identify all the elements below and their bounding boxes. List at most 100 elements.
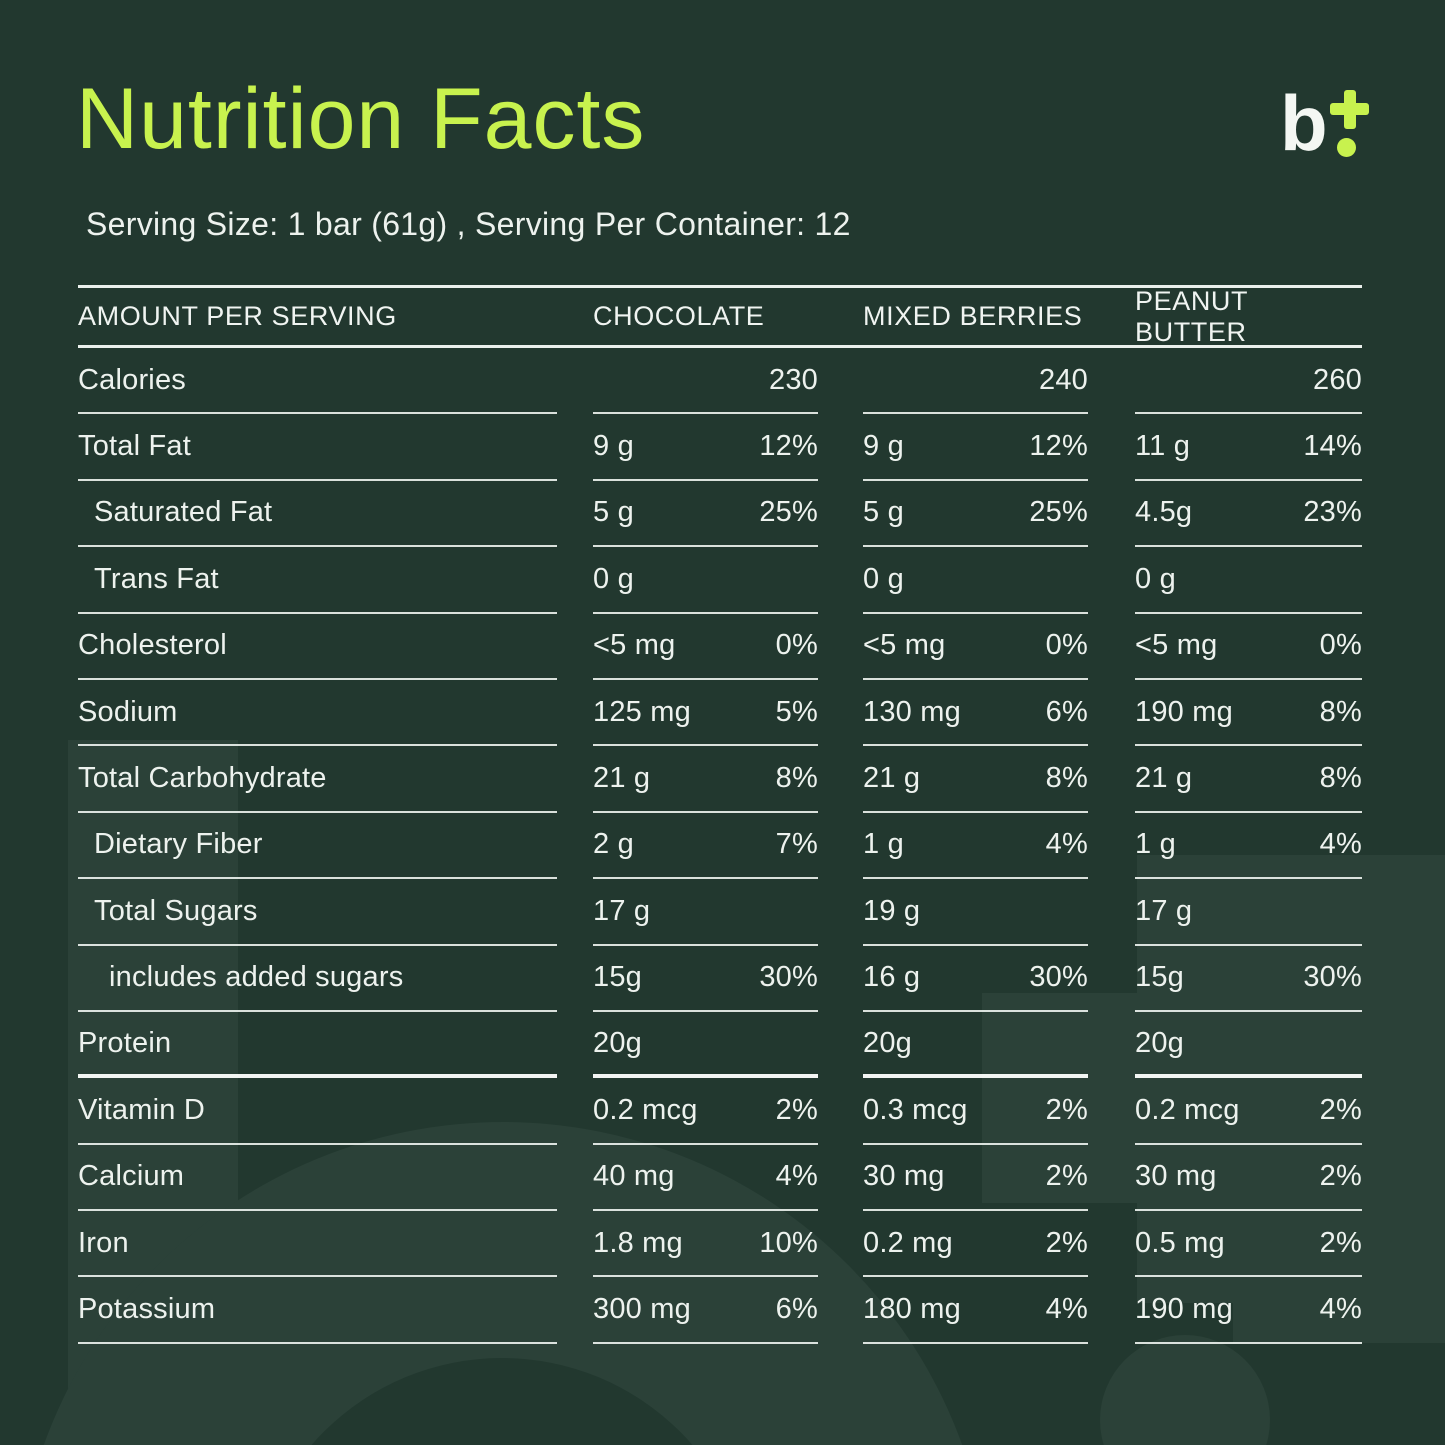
table-body: Calories 230 240 260 Total Fat 9 g 12 [78, 348, 1362, 1344]
row-label: Dietary Fiber [94, 828, 263, 861]
column-gap [818, 614, 863, 680]
amount-value: 190 mg [1135, 695, 1233, 728]
daily-value-percent: 25% [1029, 496, 1088, 529]
amount-value: <5 mg [1135, 629, 1218, 662]
daily-value-percent: 30% [1029, 961, 1088, 994]
watermark-dot-shape [1100, 1335, 1270, 1445]
nutrition-table: AMOUNT PER SERVING CHOCOLATE MIXED BERRI… [78, 285, 1362, 1344]
column-gap [1088, 1145, 1135, 1211]
mixed-berries-value-cell: 180 mg 4% [863, 1277, 1088, 1344]
daily-value-percent: 4% [775, 1160, 818, 1193]
peanut-butter-value-cell: 20g [1135, 1012, 1362, 1079]
column-gap [557, 680, 593, 746]
amount-value: 190 mg [1135, 1293, 1233, 1326]
chocolate-value-cell: 0.2 mcg 2% [593, 1078, 818, 1145]
column-gap [818, 1145, 863, 1211]
daily-value-percent: 2% [1319, 1226, 1362, 1259]
peanut-butter-value-cell: 4.5g 23% [1135, 481, 1362, 548]
mixed-berries-value-cell: 0.2 mg 2% [863, 1211, 1088, 1278]
brand-dot-icon [1337, 138, 1356, 157]
mixed-berries-value-cell: <5 mg 0% [863, 614, 1088, 680]
column-gap [1088, 746, 1135, 812]
daily-value-percent: 2% [775, 1093, 818, 1126]
row-label-cell: Calcium [78, 1145, 557, 1212]
column-gap [1088, 1211, 1135, 1277]
amount-value: 0.2 mcg [1135, 1093, 1240, 1126]
column-gap [818, 746, 863, 812]
daily-value-percent: 240 [1039, 363, 1088, 396]
chocolate-value-cell: 15g 30% [593, 946, 818, 1012]
table-row: Saturated Fat 5 g 25% 5 g 25% 4.5g 23% [78, 481, 1362, 548]
row-label: Calcium [78, 1160, 185, 1193]
daily-value-percent: 4% [1045, 1293, 1088, 1326]
amount-value: 9 g [593, 430, 634, 463]
daily-value-percent: 8% [1045, 762, 1088, 795]
column-gap [1088, 614, 1135, 680]
chocolate-value-cell: 1.8 mg 10% [593, 1211, 818, 1278]
table-row: Vitamin D 0.2 mcg 2% 0.3 mcg 2% 0.2 mcg … [78, 1078, 1362, 1145]
column-gap [557, 946, 593, 1012]
amount-value: 19 g [863, 894, 921, 927]
row-label-cell: Cholesterol [78, 614, 557, 680]
row-label: Total Fat [78, 430, 192, 463]
row-label-cell: Total Fat [78, 414, 557, 481]
row-label: Saturated Fat [94, 496, 273, 529]
daily-value-percent: 2% [1045, 1160, 1088, 1193]
peanut-butter-value-cell: 17 g [1135, 879, 1362, 946]
column-header-amount-per-serving: AMOUNT PER SERVING [78, 301, 397, 331]
column-gap [818, 813, 863, 879]
amount-value: 30 mg [863, 1160, 945, 1193]
peanut-butter-value-cell: 30 mg 2% [1135, 1145, 1362, 1212]
mixed-berries-value-cell: 9 g 12% [863, 414, 1088, 481]
amount-value: 5 g [593, 496, 634, 529]
amount-value: 180 mg [863, 1293, 961, 1326]
daily-value-percent: 2% [1319, 1160, 1362, 1193]
peanut-butter-value-cell: 260 [1135, 348, 1362, 415]
column-gap [1088, 1277, 1135, 1343]
row-label-cell: Vitamin D [78, 1078, 557, 1145]
daily-value-percent: 30% [759, 961, 818, 994]
chocolate-value-cell: 0 g [593, 547, 818, 614]
column-header-mixed-berries: MIXED BERRIES [863, 301, 1083, 331]
row-label-cell: Calories [78, 348, 557, 415]
peanut-butter-value-cell: 11 g 14% [1135, 414, 1362, 481]
chocolate-value-cell: 2 g 7% [593, 813, 818, 880]
peanut-butter-value-cell: 190 mg 8% [1135, 680, 1362, 747]
column-gap [818, 547, 863, 613]
amount-value: 17 g [593, 894, 651, 927]
column-gap [1088, 547, 1135, 613]
peanut-butter-value-cell: 0.2 mcg 2% [1135, 1078, 1362, 1145]
amount-value: 21 g [593, 762, 651, 795]
column-gap [1088, 680, 1135, 746]
daily-value-percent: 10% [759, 1226, 818, 1259]
row-label: Calories [78, 363, 186, 396]
daily-value-percent: 2% [1319, 1093, 1362, 1126]
daily-value-percent: 8% [1319, 695, 1362, 728]
daily-value-percent: 4% [1045, 828, 1088, 861]
row-label-cell: Trans Fat [78, 547, 557, 614]
amount-value: 0 g [593, 562, 634, 595]
column-gap [818, 348, 863, 414]
mixed-berries-value-cell: 20g [863, 1012, 1088, 1079]
column-gap [1088, 1078, 1135, 1144]
column-gap [557, 481, 593, 547]
column-gap [557, 1145, 593, 1211]
column-gap [557, 348, 593, 414]
column-header-chocolate: CHOCOLATE [593, 301, 765, 331]
column-gap [818, 1012, 863, 1078]
amount-value: 9 g [863, 430, 904, 463]
amount-value: 11 g [1135, 430, 1191, 463]
daily-value-percent: 23% [1303, 496, 1362, 529]
chocolate-value-cell: 40 mg 4% [593, 1145, 818, 1212]
daily-value-percent: 5% [775, 695, 818, 728]
column-gap [1088, 414, 1135, 480]
amount-value: 40 mg [593, 1160, 675, 1193]
column-gap [1088, 879, 1135, 945]
page-title: Nutrition Facts [76, 71, 646, 167]
table-row: includes added sugars 15g 30% 16 g 30% 1… [78, 946, 1362, 1012]
chocolate-value-cell: 17 g [593, 879, 818, 946]
row-label: Protein [78, 1026, 172, 1059]
column-gap [818, 1277, 863, 1343]
column-gap [818, 946, 863, 1012]
daily-value-percent: 0% [1319, 629, 1362, 662]
